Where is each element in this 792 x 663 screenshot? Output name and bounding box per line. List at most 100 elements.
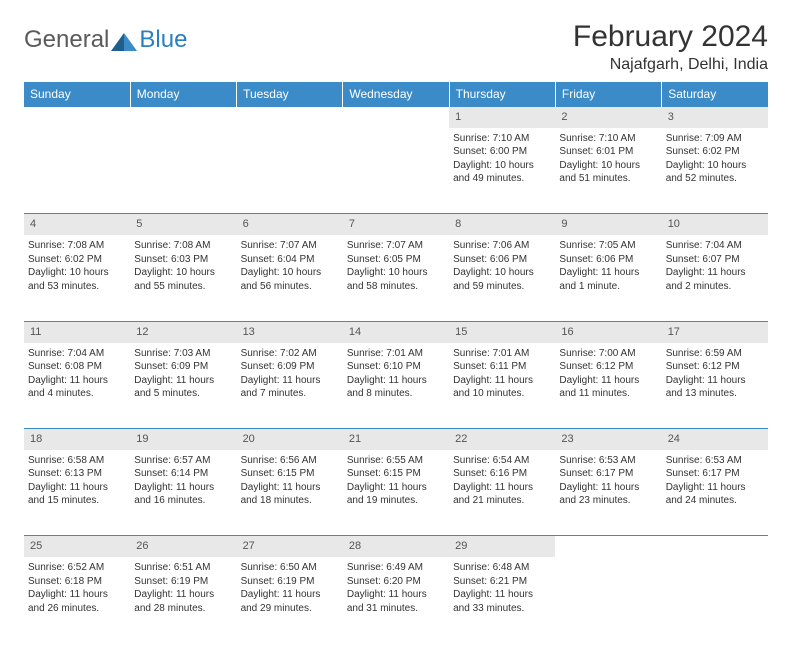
sunset-text: Sunset: 6:13 PM <box>28 467 126 481</box>
sunrise-text: Sunrise: 6:49 AM <box>347 561 445 575</box>
detail-row: Sunrise: 7:04 AMSunset: 6:08 PMDaylight:… <box>24 343 768 429</box>
sunrise-text: Sunrise: 7:00 AM <box>559 347 657 361</box>
detail-cell: Sunrise: 7:09 AMSunset: 6:02 PMDaylight:… <box>662 128 768 214</box>
detail-cell <box>343 128 449 214</box>
weekday-header-row: Sunday Monday Tuesday Wednesday Thursday… <box>24 82 768 107</box>
detail-cell: Sunrise: 6:48 AMSunset: 6:21 PMDaylight:… <box>449 557 555 643</box>
weekday-header: Saturday <box>662 82 768 107</box>
daynum-cell: 15 <box>449 321 555 342</box>
weekday-header: Friday <box>555 82 661 107</box>
weekday-header: Wednesday <box>343 82 449 107</box>
day2-text: and 7 minutes. <box>241 387 339 401</box>
daynum-cell <box>662 536 768 557</box>
daynum-cell <box>130 107 236 128</box>
sunset-text: Sunset: 6:00 PM <box>453 145 551 159</box>
day2-text: and 1 minute. <box>559 280 657 294</box>
day1-text: Daylight: 11 hours <box>347 374 445 388</box>
day1-text: Daylight: 11 hours <box>453 481 551 495</box>
daynum-cell: 12 <box>130 321 236 342</box>
sunrise-text: Sunrise: 7:08 AM <box>134 239 232 253</box>
sunset-text: Sunset: 6:16 PM <box>453 467 551 481</box>
sunset-text: Sunset: 6:09 PM <box>134 360 232 374</box>
month-title: February 2024 <box>573 20 768 54</box>
day2-text: and 24 minutes. <box>666 494 764 508</box>
sunrise-text: Sunrise: 7:02 AM <box>241 347 339 361</box>
daynum-cell: 5 <box>130 214 236 235</box>
detail-cell: Sunrise: 7:10 AMSunset: 6:01 PMDaylight:… <box>555 128 661 214</box>
logo-text-general: General <box>24 26 109 54</box>
sunrise-text: Sunrise: 7:08 AM <box>28 239 126 253</box>
day1-text: Daylight: 11 hours <box>453 374 551 388</box>
day1-text: Daylight: 11 hours <box>241 588 339 602</box>
day2-text: and 19 minutes. <box>347 494 445 508</box>
sunset-text: Sunset: 6:20 PM <box>347 575 445 589</box>
detail-row: Sunrise: 7:10 AMSunset: 6:00 PMDaylight:… <box>24 128 768 214</box>
detail-cell: Sunrise: 6:50 AMSunset: 6:19 PMDaylight:… <box>237 557 343 643</box>
sunset-text: Sunset: 6:18 PM <box>28 575 126 589</box>
sunset-text: Sunset: 6:19 PM <box>134 575 232 589</box>
day1-text: Daylight: 10 hours <box>559 159 657 173</box>
daynum-cell: 14 <box>343 321 449 342</box>
detail-cell: Sunrise: 6:49 AMSunset: 6:20 PMDaylight:… <box>343 557 449 643</box>
day2-text: and 2 minutes. <box>666 280 764 294</box>
sunrise-text: Sunrise: 6:50 AM <box>241 561 339 575</box>
detail-row: Sunrise: 6:58 AMSunset: 6:13 PMDaylight:… <box>24 450 768 536</box>
day1-text: Daylight: 11 hours <box>241 374 339 388</box>
daynum-cell: 4 <box>24 214 130 235</box>
sunset-text: Sunset: 6:17 PM <box>666 467 764 481</box>
daynum-cell: 22 <box>449 429 555 450</box>
detail-cell: Sunrise: 7:02 AMSunset: 6:09 PMDaylight:… <box>237 343 343 429</box>
detail-cell: Sunrise: 7:03 AMSunset: 6:09 PMDaylight:… <box>130 343 236 429</box>
sunrise-text: Sunrise: 7:04 AM <box>666 239 764 253</box>
sunset-text: Sunset: 6:19 PM <box>241 575 339 589</box>
detail-cell: Sunrise: 6:58 AMSunset: 6:13 PMDaylight:… <box>24 450 130 536</box>
detail-row: Sunrise: 7:08 AMSunset: 6:02 PMDaylight:… <box>24 235 768 321</box>
day1-text: Daylight: 11 hours <box>347 481 445 495</box>
sunrise-text: Sunrise: 6:56 AM <box>241 454 339 468</box>
day1-text: Daylight: 11 hours <box>134 588 232 602</box>
sunrise-text: Sunrise: 6:59 AM <box>666 347 764 361</box>
day2-text: and 53 minutes. <box>28 280 126 294</box>
daynum-cell: 16 <box>555 321 661 342</box>
daynum-cell: 8 <box>449 214 555 235</box>
daynum-cell: 23 <box>555 429 661 450</box>
daynum-cell: 19 <box>130 429 236 450</box>
sunset-text: Sunset: 6:02 PM <box>666 145 764 159</box>
sunset-text: Sunset: 6:02 PM <box>28 253 126 267</box>
sunset-text: Sunset: 6:06 PM <box>559 253 657 267</box>
sunset-text: Sunset: 6:12 PM <box>559 360 657 374</box>
sunset-text: Sunset: 6:10 PM <box>347 360 445 374</box>
sunset-text: Sunset: 6:15 PM <box>347 467 445 481</box>
sunset-text: Sunset: 6:04 PM <box>241 253 339 267</box>
day2-text: and 26 minutes. <box>28 602 126 616</box>
daynum-cell: 7 <box>343 214 449 235</box>
detail-cell <box>662 557 768 643</box>
day1-text: Daylight: 10 hours <box>134 266 232 280</box>
logo-text-blue: Blue <box>139 26 187 54</box>
sunset-text: Sunset: 6:01 PM <box>559 145 657 159</box>
sunrise-text: Sunrise: 7:10 AM <box>559 132 657 146</box>
sunset-text: Sunset: 6:14 PM <box>134 467 232 481</box>
weekday-header: Tuesday <box>237 82 343 107</box>
day2-text: and 8 minutes. <box>347 387 445 401</box>
sunrise-text: Sunrise: 7:01 AM <box>347 347 445 361</box>
day2-text: and 5 minutes. <box>134 387 232 401</box>
day2-text: and 58 minutes. <box>347 280 445 294</box>
daynum-cell: 13 <box>237 321 343 342</box>
location: Najafgarh, Delhi, India <box>573 56 768 74</box>
detail-cell: Sunrise: 7:00 AMSunset: 6:12 PMDaylight:… <box>555 343 661 429</box>
detail-cell: Sunrise: 7:07 AMSunset: 6:04 PMDaylight:… <box>237 235 343 321</box>
title-block: February 2024 Najafgarh, Delhi, India <box>573 20 768 74</box>
daynum-cell: 18 <box>24 429 130 450</box>
daynum-cell: 20 <box>237 429 343 450</box>
daynum-cell: 24 <box>662 429 768 450</box>
detail-cell: Sunrise: 6:51 AMSunset: 6:19 PMDaylight:… <box>130 557 236 643</box>
daynum-cell: 29 <box>449 536 555 557</box>
day1-text: Daylight: 10 hours <box>453 159 551 173</box>
sunrise-text: Sunrise: 7:01 AM <box>453 347 551 361</box>
sunrise-text: Sunrise: 7:06 AM <box>453 239 551 253</box>
day1-text: Daylight: 11 hours <box>559 481 657 495</box>
daynum-cell: 3 <box>662 107 768 128</box>
sunrise-text: Sunrise: 7:07 AM <box>241 239 339 253</box>
detail-cell <box>237 128 343 214</box>
